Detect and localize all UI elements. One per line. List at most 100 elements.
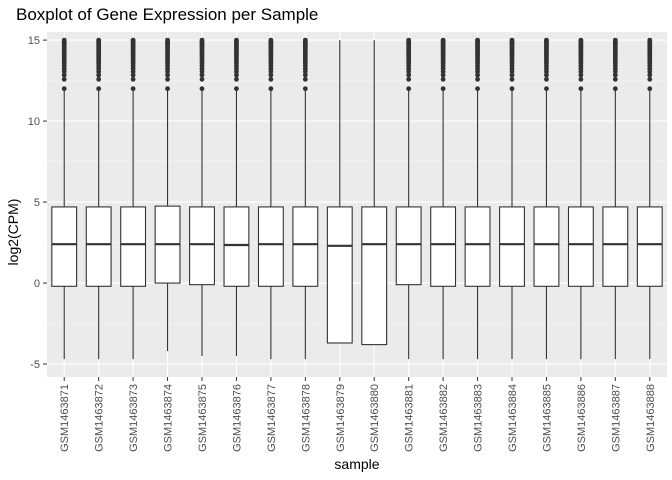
outlier-point [475,72,480,78]
box-body [223,206,250,287]
x-tick-label: GSM1463881 [404,384,416,452]
x-tick-label: GSM1463878 [300,384,312,452]
x-tick-label: GSM1463873 [128,384,140,452]
boxes-layer [51,37,663,360]
x-axis-title: sample [334,456,379,472]
box-body [257,206,284,287]
outlier-point [199,76,205,82]
outlier-point [165,72,170,78]
outlier-point [61,72,67,78]
box-GSM1463887 [602,37,629,360]
x-tick-label: GSM1463883 [473,384,485,452]
outlier-point [509,86,515,92]
outlier-point [440,37,446,43]
x-tick-label: GSM1463886 [576,384,588,452]
outlier-point [165,76,170,82]
outlier-point [440,72,446,78]
outlier-point [199,72,205,78]
outlier-point [544,37,549,43]
outlier-point [268,76,274,82]
box-body [189,206,215,286]
box-GSM1463873 [120,37,147,360]
outlier-point [96,72,102,78]
outlier-point [475,76,480,82]
outlier-point [578,72,584,78]
outlier-point [647,72,653,78]
outlier-point [612,86,618,92]
outlier-point [130,72,136,78]
box-GSM1463878 [292,37,319,360]
outlier-point [406,37,412,43]
box-body [361,206,388,346]
outlier-point [475,86,480,92]
y-tick-label: 10 [28,116,40,128]
outlier-point [130,76,136,82]
box-body [292,206,319,287]
box-GSM1463877 [257,37,284,360]
y-tick-label: 15 [28,35,40,47]
box-GSM1463881 [395,37,422,360]
x-tick-label: GSM1463875 [197,384,209,452]
y-tick-label: 0 [34,278,40,290]
outlier-point [406,76,412,82]
box-GSM1463876 [223,37,250,356]
box-GSM1463880 [361,40,388,346]
outlier-point [96,37,102,43]
box-body [120,206,147,287]
outlier-point [61,37,67,43]
outlier-point [475,37,480,43]
box-body [533,206,560,287]
outlier-point [302,86,308,92]
outlier-point [578,86,584,92]
x-tick-label: GSM1463885 [541,384,553,452]
x-tick-label: GSM1463871 [59,384,71,452]
outlier-point [440,76,446,82]
outlier-point [544,72,549,78]
chart-title: Boxplot of Gene Expression per Sample [16,5,318,24]
box-GSM1463886 [567,37,594,360]
box-body [85,206,112,287]
outlier-point [96,76,102,82]
outlier-point [440,86,446,92]
outlier-point [130,37,136,43]
x-tick-label: GSM1463872 [94,384,106,452]
outlier-point [612,72,618,78]
outlier-point [268,72,274,78]
x-tick-label: GSM1463884 [507,384,519,452]
x-tick-label: GSM1463880 [369,384,381,452]
outlier-point [130,86,136,92]
outlier-point [578,37,584,43]
x-tick-label: GSM1463887 [610,384,622,452]
outlier-point [165,37,170,43]
outlier-point [234,72,239,78]
y-axis-ticks: -5 0 5 10 15 [28,35,47,371]
box-GSM1463872 [85,37,112,360]
outlier-point [509,76,515,82]
box-GSM1463875 [189,37,215,356]
box-GSM1463879 [326,40,353,344]
outlier-point [234,86,239,92]
outlier-point [61,76,67,82]
outlier-point [612,37,618,43]
box-GSM1463883 [464,37,491,360]
outlier-point [406,86,412,92]
box-GSM1463888 [636,37,663,360]
outlier-point [509,72,515,78]
box-body [51,206,78,287]
outlier-point [165,86,170,92]
outlier-point [61,86,67,92]
box-body [499,206,525,287]
box-GSM1463874 [154,37,181,352]
outlier-point [578,76,584,82]
outlier-point [96,86,102,92]
outlier-point [302,37,308,43]
outlier-point [199,37,205,43]
y-tick-label: 5 [34,197,40,209]
box-body [395,206,422,286]
outlier-point [302,72,308,78]
outlier-point [544,86,549,92]
box-body [636,206,663,287]
outlier-point [234,37,239,43]
box-body [430,206,457,287]
